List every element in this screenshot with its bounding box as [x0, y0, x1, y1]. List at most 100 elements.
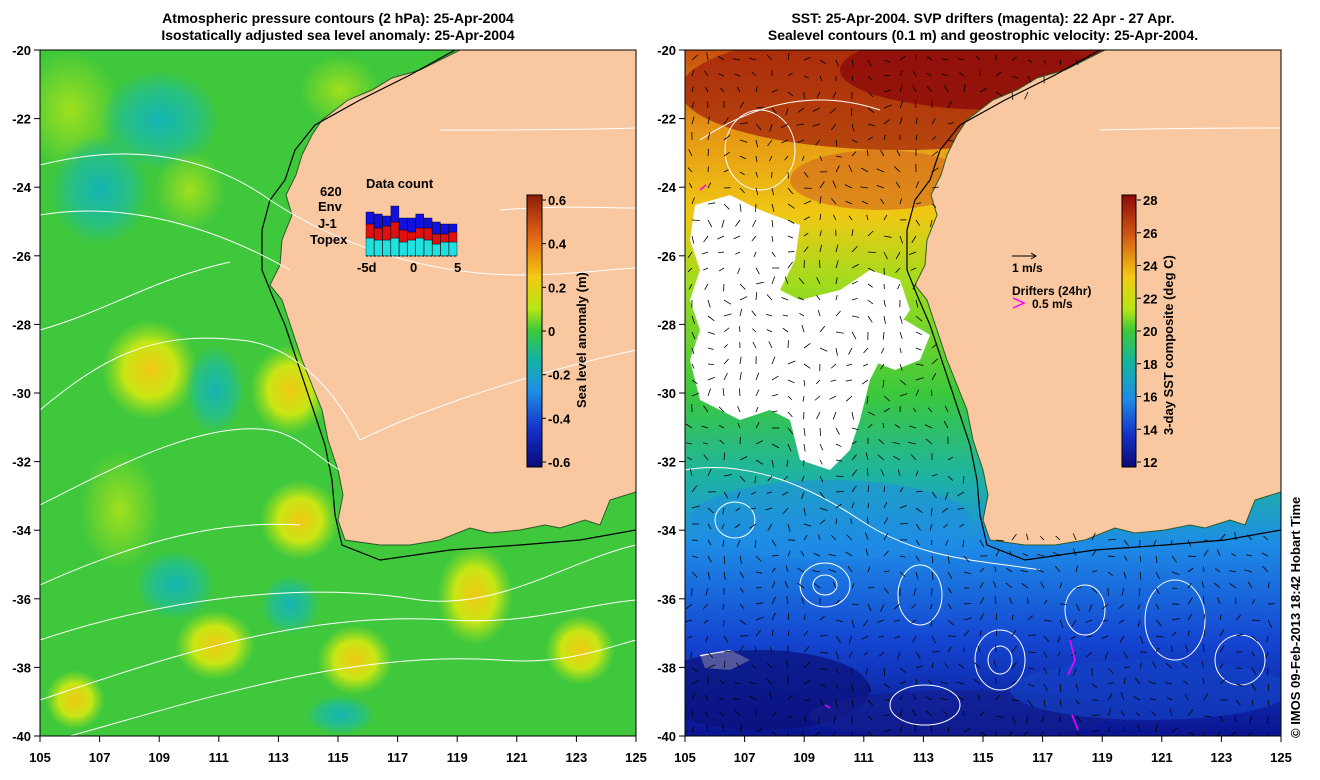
velocity-vector: [915, 555, 920, 562]
velocity-vector: [867, 230, 874, 237]
data-count-inset: Data count 620 Env J-1 Topex -5d 0 5: [310, 176, 461, 275]
velocity-vector: [1091, 714, 1100, 717]
velocity-vector: [1152, 661, 1157, 669]
velocity-vector: [835, 294, 838, 301]
velocity-vector: [688, 149, 693, 157]
colorbar-tick-label: 12: [1143, 455, 1157, 470]
velocity-vector: [915, 202, 922, 205]
velocity-vector: [1027, 667, 1034, 670]
velocity-vector: [867, 731, 873, 736]
velocity-vector: [739, 296, 748, 301]
velocity-vector: [691, 505, 700, 509]
velocity-vector: [947, 571, 953, 579]
velocity-vector: [993, 660, 997, 669]
velocity-vector: [755, 555, 762, 562]
velocity-vector: [973, 662, 981, 669]
velocity-vector: [1155, 587, 1160, 594]
velocity-vector: [765, 507, 773, 511]
velocity-vector: [1091, 549, 1097, 557]
velocity-vector: [771, 89, 778, 93]
velocity-vector: [899, 571, 906, 577]
velocity-vector: [755, 728, 763, 733]
velocity-vector: [1187, 555, 1197, 557]
velocity-vector: [957, 507, 965, 510]
velocity-vector: [865, 548, 869, 557]
velocity-vector: [797, 567, 805, 573]
velocity-vector: [734, 523, 741, 529]
velocity-vector: [883, 729, 892, 733]
velocity-vector: [947, 122, 955, 125]
velocity-vector: [771, 219, 774, 228]
velocity-vector: [1036, 569, 1045, 573]
velocity-vector: [1266, 635, 1269, 643]
velocity-vector: [707, 664, 716, 669]
velocity-vector: [718, 251, 725, 254]
velocity-vector: [1119, 635, 1125, 643]
velocity-vector: [915, 181, 920, 189]
velocity-vector: [754, 645, 757, 653]
velocity-vector: [705, 635, 709, 643]
pressure-contours: [40, 127, 636, 736]
velocity-vector: [1073, 667, 1077, 676]
velocity-vector: [845, 551, 853, 557]
velocity-vector: [796, 123, 805, 126]
velocity-vector: [771, 375, 779, 381]
velocity-vector: [835, 59, 839, 67]
velocity-vector: [867, 603, 872, 612]
velocity-vector: [995, 715, 1004, 719]
velocity-vector: [755, 571, 763, 574]
sst-colorbar: 28 26 24 22 20 18 16 14 12 3-day SST composite (…: [1121, 193, 1176, 470]
left-xtick-label: 105: [29, 750, 51, 765]
left-xtick-label: 113: [268, 750, 289, 765]
velocity-vector: [1008, 731, 1013, 736]
velocity-vector: [691, 69, 695, 77]
velocity-vector: [883, 517, 889, 525]
velocity-vector: [1058, 667, 1061, 676]
velocity-vector: [1234, 532, 1237, 541]
velocity-vector: [1139, 635, 1144, 644]
inset-legend-j1: J-1: [318, 216, 337, 231]
velocity-vector: [800, 550, 805, 557]
velocity-vector: [897, 651, 901, 660]
velocity-vector: [771, 235, 774, 242]
velocity-vector: [723, 299, 732, 305]
velocity-vector: [963, 728, 971, 733]
velocity-vector: [830, 535, 837, 541]
velocity-vector: [979, 710, 985, 717]
velocity-vector: [835, 459, 843, 462]
velocity-vector: [1170, 539, 1173, 546]
velocity-vector: [819, 683, 826, 687]
inset-bar-segment: [415, 237, 424, 257]
velocity-vector: [910, 454, 917, 461]
velocity-vector: [817, 309, 821, 317]
velocity-vector: [1072, 548, 1077, 557]
velocity-vector: [835, 599, 840, 605]
velocity-vector: [947, 100, 952, 109]
velocity-vector: [771, 731, 777, 736]
velocity-vector: [803, 246, 809, 253]
velocity-vector: [924, 424, 933, 429]
velocity-vector: [915, 363, 924, 366]
inset-bar-segment: [374, 227, 383, 241]
velocity-vector: [816, 277, 821, 285]
velocity-vector: [851, 151, 857, 157]
velocity-vector: [944, 662, 949, 669]
velocity-vector: [915, 117, 918, 125]
right-xtick-label: 105: [674, 750, 696, 765]
velocity-vector: [686, 456, 693, 461]
right-ytick-label: -36: [657, 592, 676, 607]
velocity-vector: [915, 490, 923, 493]
velocity-vector: [686, 442, 693, 445]
velocity-vector: [867, 283, 873, 288]
velocity-vector: [755, 440, 764, 445]
velocity-vector: [739, 372, 742, 381]
velocity-vector: [931, 186, 939, 189]
velocity-vector: [995, 549, 1000, 557]
right-title-line2: Sealevel contours (0.1 m) and geostrophi…: [767, 27, 1199, 43]
velocity-vector: [1075, 603, 1080, 611]
velocity-vector: [797, 297, 805, 301]
velocity-vector: [797, 107, 805, 113]
velocity-vector: [1075, 586, 1082, 589]
velocity-vector: [739, 645, 744, 653]
velocity-vector: [979, 88, 988, 93]
